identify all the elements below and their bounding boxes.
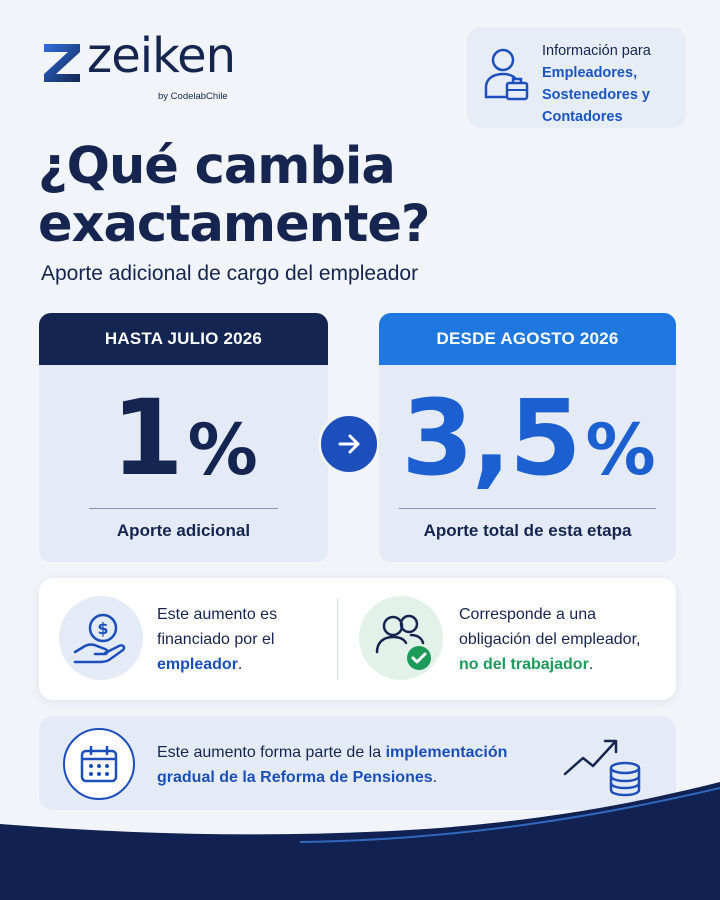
- brand-tagline: by CodelabChile: [158, 91, 228, 102]
- financing-text: Este aumento es financiado por el emplea…: [157, 602, 327, 677]
- before-value-number: 1: [111, 377, 183, 499]
- financing-line-1: Este aumento es: [157, 606, 278, 623]
- audience-text: Información para Empleadores, Sostenedor…: [542, 40, 651, 128]
- hand-money-icon: $: [73, 613, 126, 664]
- card-after-divider: [399, 508, 656, 509]
- card-before-value: 1%: [39, 383, 328, 505]
- obligation-line-1: Corresponde a una: [459, 606, 596, 623]
- calendar-icon: [80, 745, 118, 783]
- obligation-emphasis: no del trabajador: [459, 656, 589, 673]
- financing-icon-badge: $: [59, 596, 143, 680]
- card-after-caption: Aporte total de esta etapa: [423, 521, 632, 540]
- card-before-header: HASTA JULIO 2026: [39, 313, 328, 365]
- financing-line-2: financiado por el: [157, 631, 275, 648]
- obligation-suffix: .: [588, 656, 594, 673]
- card-after-value: 3,5%: [379, 383, 676, 505]
- people-check-icon: [375, 614, 431, 670]
- card-before-divider: [89, 508, 278, 509]
- reform-emphasis: implementación gradual de la Reforma de …: [157, 744, 508, 786]
- reform-suffix: .: [432, 769, 438, 786]
- calendar-icon-badge: [63, 728, 135, 800]
- audience-employers: Empleadores,: [542, 65, 638, 81]
- reform-panel: Este aumento forma parte de la implement…: [39, 716, 676, 810]
- employer-briefcase-icon: [484, 48, 529, 101]
- financing-suffix: .: [237, 656, 243, 673]
- title-line-2: exactamente?: [38, 195, 431, 254]
- transition-arrow: [318, 413, 380, 475]
- audience-sostenedores: Sostenedores y: [542, 87, 650, 103]
- obligation-icon-badge: [359, 596, 443, 680]
- reform-text: Este aumento forma parte de la implement…: [157, 740, 557, 790]
- obligation-text: Corresponde a una obligación del emplead…: [459, 602, 669, 677]
- financing-emphasis: empleador: [157, 656, 238, 673]
- card-before-caption: Aporte adicional: [116, 521, 251, 540]
- card-after: DESDE AGOSTO 2026 3,5% Aporte total de e…: [379, 313, 676, 562]
- after-value-unit: %: [585, 409, 656, 491]
- obligation-line-2: obligación del empleador,: [459, 631, 641, 648]
- zeiken-z-logo-icon: [44, 44, 80, 82]
- audience-contadores: Contadores: [542, 109, 623, 125]
- page-subtitle: Aporte adicional de cargo del empleador: [41, 262, 419, 285]
- card-after-header: DESDE AGOSTO 2026: [379, 313, 676, 365]
- brand-name: zeiken: [87, 28, 236, 84]
- after-value-number: 3,5: [401, 377, 581, 499]
- bottom-wave-decoration: [0, 782, 720, 900]
- audience-intro: Información para: [542, 43, 651, 59]
- audience-card: Información para Empleadores, Sostenedor…: [467, 27, 686, 128]
- card-before: HASTA JULIO 2026 1% Aporte adicional: [39, 313, 328, 562]
- info-panel: $ Este aumento es financiado por el empl…: [39, 578, 676, 700]
- title-line-1: ¿Qué cambia: [38, 137, 396, 196]
- svg-text:$: $: [97, 619, 108, 638]
- brand-logo: zeiken by CodelabChile: [40, 32, 236, 104]
- growth-coins-icon: [563, 739, 641, 797]
- info-divider: [337, 598, 338, 680]
- reform-prefix: Este aumento forma parte de la: [157, 744, 386, 761]
- arrow-right-icon: [338, 434, 360, 454]
- page-title: ¿Qué cambia exactamente?: [38, 137, 431, 254]
- before-value-unit: %: [187, 409, 258, 491]
